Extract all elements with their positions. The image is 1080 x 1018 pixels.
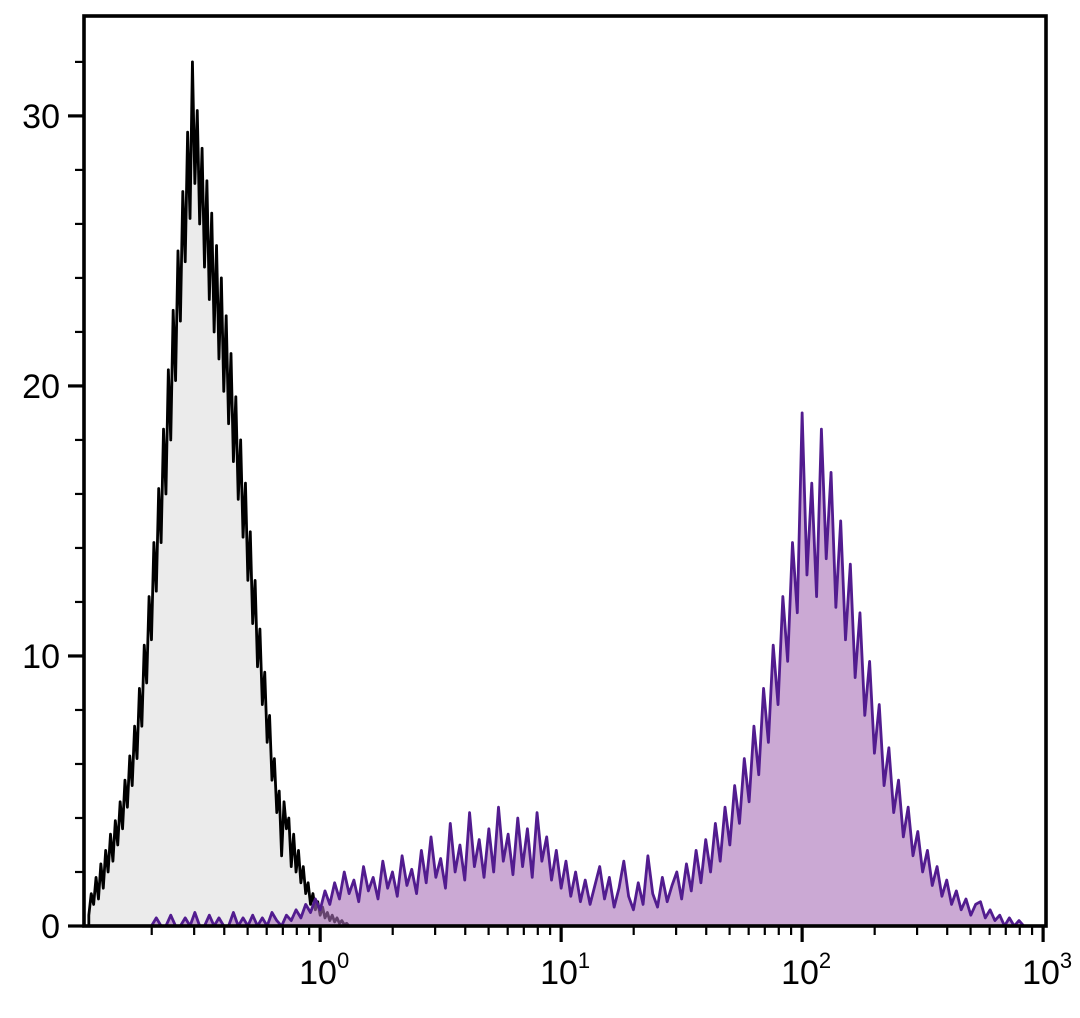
x-tick-label: 101 (540, 948, 590, 992)
x-tick-label: 100 (299, 948, 349, 992)
plot-border (82, 14, 1048, 928)
y-tick-label: 30 (22, 98, 60, 136)
y-tick-label: 0 (41, 908, 60, 946)
y-tick-label: 10 (22, 638, 60, 676)
y-axis: 0 10 20 30 (22, 60, 84, 946)
series-gray-histogram-area (87, 60, 351, 928)
y-tick-label: 20 (22, 368, 60, 406)
x-axis: 100 101 102 103 (150, 926, 1072, 992)
x-tick-label: 103 (1022, 948, 1072, 992)
x-tick-label: 102 (781, 948, 831, 992)
series-purple-histogram-area (150, 411, 1031, 928)
